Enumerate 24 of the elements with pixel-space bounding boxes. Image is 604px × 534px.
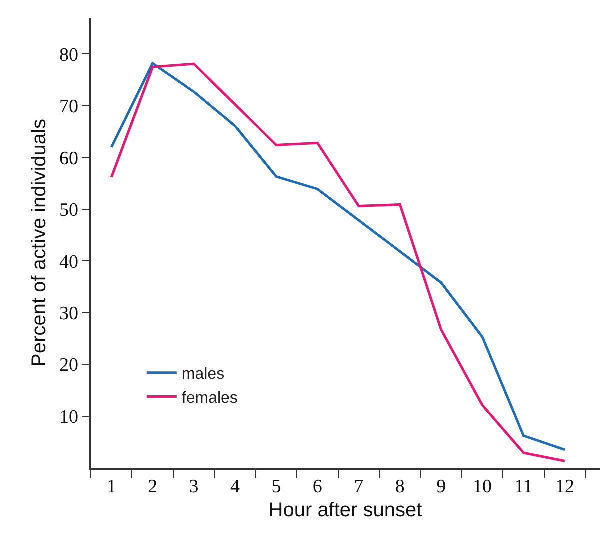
y-tick-label: 80 [59, 44, 78, 66]
x-tick-label: 5 [272, 476, 282, 498]
x-tick-label: 1 [106, 476, 116, 498]
legend-label: females [182, 390, 238, 407]
x-tick-label: 12 [555, 476, 574, 498]
y-tick-label: 40 [59, 252, 78, 273]
x-tick-label: 9 [436, 476, 446, 498]
legend-label: males [182, 366, 225, 384]
y-tick-label: 30 [59, 303, 78, 324]
x-tick-label: 3 [189, 476, 199, 498]
x-tick-label: 8 [395, 476, 405, 498]
y-tick-label: 20 [59, 355, 78, 376]
y-tick-label: 60 [59, 148, 78, 170]
y-tick-label: 50 [59, 200, 78, 222]
x-axis-title: Hour after sunset [268, 500, 423, 522]
y-axis-title: Percent of active individuals [28, 119, 50, 367]
x-tick-label: 2 [148, 476, 158, 498]
x-tick-label: 11 [514, 476, 533, 498]
x-tick-label: 7 [354, 476, 364, 498]
x-tick-label: 6 [312, 476, 322, 498]
y-tick-label: 10 [59, 406, 78, 428]
x-tick-label: 4 [230, 476, 240, 498]
x-tick-label: 10 [473, 476, 492, 498]
y-tick-label: 70 [59, 96, 78, 118]
